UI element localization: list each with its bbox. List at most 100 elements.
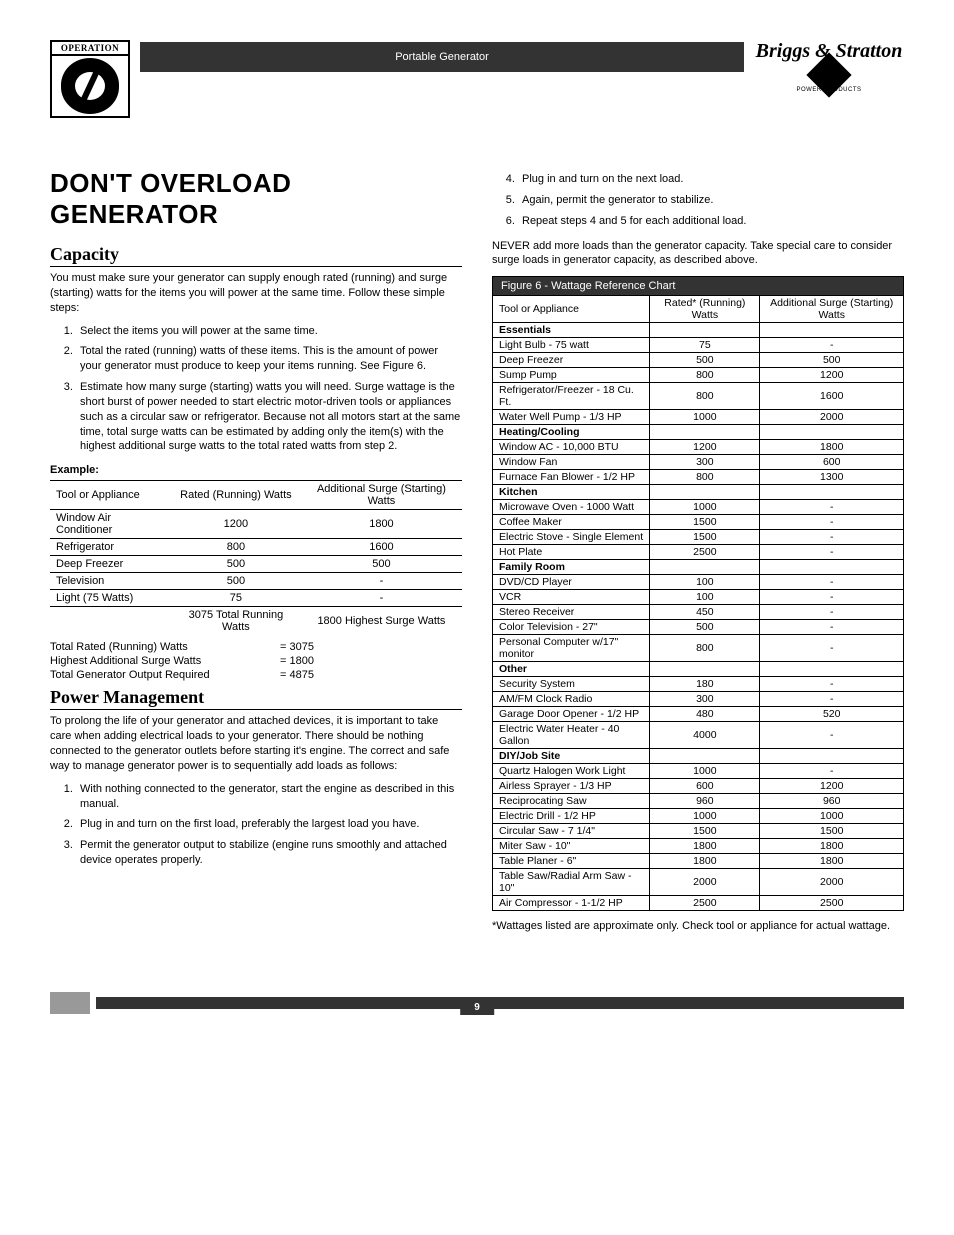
wattage-cell: Garage Door Opener - 1/2 HP — [493, 707, 650, 722]
wattage-header: Rated* (Running) Watts — [650, 296, 760, 323]
wattage-cell: 2500 — [760, 896, 904, 911]
wattage-cell: - — [760, 590, 904, 605]
continued-step: Plug in and turn on the next load. — [518, 172, 904, 187]
example-cell: Light (75 Watts) — [50, 590, 171, 607]
wattage-cell: DVD/CD Player — [493, 575, 650, 590]
wattage-cell: 100 — [650, 575, 760, 590]
wattage-cell: 300 — [650, 692, 760, 707]
example-total-line: Total Rated (Running) Watts= 3075 — [50, 641, 462, 653]
capacity-step: Total the rated (running) watts of these… — [76, 344, 462, 374]
right-column: Plug in and turn on the next load. Again… — [492, 168, 904, 942]
wattage-section-header: Family Room — [493, 560, 650, 575]
example-cell: 1200 — [171, 510, 301, 539]
wattage-cell: Window AC - 10,000 BTU — [493, 440, 650, 455]
example-cell: Deep Freezer — [50, 556, 171, 573]
header-title: Portable Generator — [395, 51, 489, 63]
power-mgmt-intro: To prolong the life of your generator an… — [50, 714, 462, 773]
example-cell: Window Air Conditioner — [50, 510, 171, 539]
wattage-cell: 1600 — [760, 383, 904, 410]
wattage-cell: - — [760, 635, 904, 662]
wattage-cell: 600 — [760, 455, 904, 470]
example-header: Tool or Appliance — [50, 481, 171, 510]
wattage-cell: - — [760, 764, 904, 779]
power-mgmt-step: With nothing connected to the generator,… — [76, 782, 462, 812]
steering-wheel-icon — [61, 58, 119, 114]
wattage-cell: Electric Water Heater - 40 Gallon — [493, 722, 650, 749]
wattage-cell: Furnace Fan Blower - 1/2 HP — [493, 470, 650, 485]
example-cell: - — [301, 590, 462, 607]
wattage-cell: Refrigerator/Freezer - 18 Cu. Ft. — [493, 383, 650, 410]
example-cell: 500 — [171, 573, 301, 590]
wattage-cell: 1000 — [650, 809, 760, 824]
example-sum-cell: 1800 Highest Surge Watts — [301, 607, 462, 636]
continued-step: Repeat steps 4 and 5 for each additional… — [518, 214, 904, 229]
wattage-header: Additional Surge (Starting) Watts — [760, 296, 904, 323]
example-cell: 800 — [171, 539, 301, 556]
wattage-cell: 1800 — [760, 440, 904, 455]
wattage-cell: 1800 — [650, 839, 760, 854]
example-total-line: Total Generator Output Required= 4875 — [50, 669, 462, 681]
wattage-cell: 800 — [650, 470, 760, 485]
wattage-cell: 1800 — [760, 854, 904, 869]
wattage-cell: Security System — [493, 677, 650, 692]
main-heading: DON'T OVERLOAD GENERATOR — [50, 168, 462, 230]
wattage-cell: 450 — [650, 605, 760, 620]
wattage-cell: 1200 — [650, 440, 760, 455]
example-header: Rated (Running) Watts — [171, 481, 301, 510]
wattage-table: Tool or Appliance Rated* (Running) Watts… — [492, 295, 904, 911]
wattage-cell: 960 — [760, 794, 904, 809]
power-mgmt-step: Plug in and turn on the first load, pref… — [76, 817, 462, 832]
wattage-cell: Water Well Pump - 1/3 HP — [493, 410, 650, 425]
wattage-cell: 100 — [650, 590, 760, 605]
wattage-cell: Deep Freezer — [493, 353, 650, 368]
wattage-cell: - — [760, 677, 904, 692]
wattage-cell: 4000 — [650, 722, 760, 749]
wattage-cell: 180 — [650, 677, 760, 692]
wattage-cell: 2000 — [760, 410, 904, 425]
wattage-cell: - — [760, 500, 904, 515]
wattage-section-header: Essentials — [493, 323, 650, 338]
continued-step: Again, permit the generator to stabilize… — [518, 193, 904, 208]
example-totals: Total Rated (Running) Watts= 3075 Highest… — [50, 641, 462, 681]
capacity-steps: Select the items you will power at the s… — [50, 324, 462, 455]
wattage-cell: Light Bulb - 75 watt — [493, 338, 650, 353]
wattage-cell: 1500 — [650, 515, 760, 530]
example-cell: 75 — [171, 590, 301, 607]
example-cell: 1800 — [301, 510, 462, 539]
wattage-cell: Table Planer - 6" — [493, 854, 650, 869]
wattage-section-header: Kitchen — [493, 485, 650, 500]
operation-badge: OPERATION — [50, 40, 130, 118]
wattage-cell: 1200 — [760, 779, 904, 794]
example-total-line: Highest Additional Surge Watts= 1800 — [50, 655, 462, 667]
example-cell: 500 — [171, 556, 301, 573]
wattage-cell: Microwave Oven - 1000 Watt — [493, 500, 650, 515]
wattage-cell: Stereo Receiver — [493, 605, 650, 620]
page-number: 9 — [460, 1000, 494, 1015]
footer-dark-bar — [96, 997, 904, 1009]
wattage-cell: Table Saw/Radial Arm Saw - 10" — [493, 869, 650, 896]
wattage-cell: 1500 — [760, 824, 904, 839]
wattage-cell: - — [760, 530, 904, 545]
example-cell: Television — [50, 573, 171, 590]
figure-title: Figure 6 - Wattage Reference Chart — [492, 276, 904, 295]
wattage-cell: 800 — [650, 635, 760, 662]
wattage-cell: - — [760, 605, 904, 620]
wattage-cell: 1500 — [650, 530, 760, 545]
capacity-step: Select the items you will power at the s… — [76, 324, 462, 339]
wattage-cell: Electric Drill - 1/2 HP — [493, 809, 650, 824]
example-cell: - — [301, 573, 462, 590]
wattage-cell: 1000 — [650, 500, 760, 515]
wattage-cell: 2500 — [650, 896, 760, 911]
wattage-cell: 1800 — [760, 839, 904, 854]
wattage-cell: Air Compressor - 1-1/2 HP — [493, 896, 650, 911]
wattage-cell: 800 — [650, 383, 760, 410]
operation-label: OPERATION — [52, 42, 128, 56]
capacity-heading: Capacity — [50, 244, 462, 267]
example-cell: 500 — [301, 556, 462, 573]
wattage-cell: VCR — [493, 590, 650, 605]
wattage-cell: 1800 — [650, 854, 760, 869]
wattage-cell: 1000 — [650, 410, 760, 425]
wattage-cell: 1000 — [760, 809, 904, 824]
left-column: DON'T OVERLOAD GENERATOR Capacity You mu… — [50, 168, 462, 942]
wattage-cell: Electric Stove - Single Element — [493, 530, 650, 545]
